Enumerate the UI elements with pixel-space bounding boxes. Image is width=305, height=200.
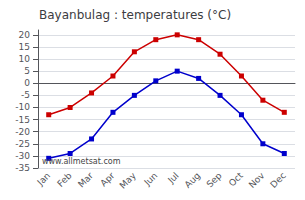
- svg-text:5: 5: [24, 66, 30, 76]
- svg-text:20: 20: [19, 30, 31, 40]
- svg-text:Mar: Mar: [76, 170, 95, 189]
- svg-text:-5: -5: [21, 90, 30, 100]
- svg-text:Feb: Feb: [55, 170, 74, 189]
- svg-text:Nov: Nov: [247, 170, 267, 190]
- svg-text:Jan: Jan: [35, 170, 53, 188]
- svg-text:0: 0: [24, 78, 30, 88]
- svg-text:-10: -10: [15, 102, 30, 112]
- svg-text:Jun: Jun: [142, 170, 160, 188]
- svg-text:10: 10: [19, 54, 31, 64]
- svg-text:15: 15: [19, 42, 30, 52]
- svg-text:Oct: Oct: [227, 170, 245, 188]
- svg-text:Dec: Dec: [268, 170, 287, 189]
- svg-text:-35: -35: [15, 163, 30, 173]
- svg-text:-20: -20: [15, 127, 30, 137]
- svg-text:-15: -15: [15, 115, 30, 125]
- svg-text:Sep: Sep: [205, 170, 224, 189]
- svg-text:May: May: [118, 170, 139, 191]
- svg-text:Apr: Apr: [98, 170, 116, 188]
- svg-text:Bayanbulag : temperatures (°C): Bayanbulag : temperatures (°C): [39, 8, 231, 22]
- svg-text:-30: -30: [15, 151, 30, 161]
- svg-text:-25: -25: [15, 139, 30, 149]
- svg-text:Jul: Jul: [165, 170, 180, 185]
- svg-text:Aug: Aug: [183, 170, 202, 189]
- svg-text:www.allmetsat.com: www.allmetsat.com: [42, 157, 121, 166]
